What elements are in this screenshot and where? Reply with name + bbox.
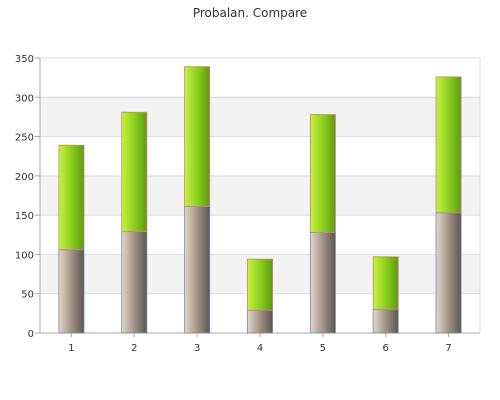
bar-5-series-2 bbox=[309, 114, 336, 233]
x-tick-label: 4 bbox=[257, 343, 263, 354]
y-tick-label: 250 bbox=[15, 133, 34, 144]
y-tick-label: 100 bbox=[15, 250, 34, 261]
bar-1-series-2 bbox=[58, 144, 85, 251]
x-tick-label: 7 bbox=[445, 343, 451, 354]
y-tick-label: 150 bbox=[15, 211, 34, 222]
y-tick-label: 0 bbox=[28, 329, 34, 340]
bar-2-series-1 bbox=[121, 231, 148, 334]
x-tick-label: 1 bbox=[68, 343, 74, 354]
y-tick-label: 50 bbox=[21, 290, 34, 301]
bar-4-series-1 bbox=[247, 309, 273, 334]
x-tick-label: 3 bbox=[194, 343, 200, 354]
grid-band bbox=[40, 175, 480, 216]
chart-title: Probalan. Compare bbox=[192, 6, 308, 20]
bar-5-series-1 bbox=[309, 232, 336, 334]
x-tick-label: 6 bbox=[383, 343, 389, 354]
bar-7-series-1 bbox=[435, 212, 462, 334]
bar-1-series-1 bbox=[58, 249, 85, 334]
bar-3-series-2 bbox=[184, 66, 211, 207]
bar-3-series-1 bbox=[184, 206, 211, 334]
bar-2-series-2 bbox=[121, 111, 148, 233]
grid-band bbox=[40, 97, 480, 137]
y-tick-label: 200 bbox=[15, 172, 34, 183]
bar-6-series-1 bbox=[372, 309, 399, 334]
y-tick-label: 350 bbox=[15, 54, 34, 65]
y-tick-label: 300 bbox=[15, 93, 34, 104]
bar-4-series-2 bbox=[247, 258, 273, 311]
x-tick-label: 2 bbox=[131, 343, 137, 354]
bar-7-series-2 bbox=[435, 76, 462, 214]
bar-6-series-2 bbox=[372, 256, 399, 310]
x-tick-label: 5 bbox=[320, 343, 326, 354]
